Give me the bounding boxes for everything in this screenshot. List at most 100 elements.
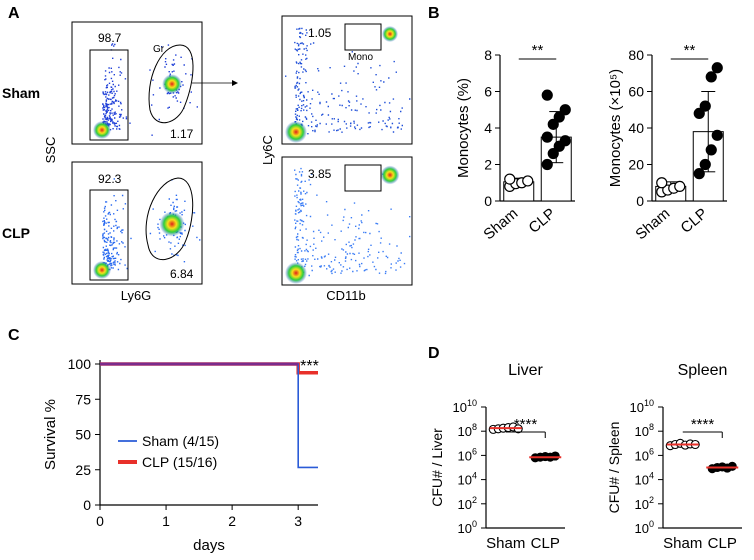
gr-gate-clp [145, 177, 194, 261]
data-point [547, 147, 559, 160]
gate-arrow-head [232, 80, 238, 86]
y-tick-label: 6 [484, 84, 492, 100]
significance-marker: ** [532, 42, 544, 59]
panel-a-letter: A [8, 5, 20, 22]
y-tick-label: 108 [458, 422, 477, 439]
chart-cfu-liver: 100 102 104 106 108 1010 CFU# / Liver Liver Sham… [429, 362, 565, 552]
data-point [541, 131, 553, 143]
flow-hotspot [285, 121, 307, 143]
y-tick-label: 1010 [453, 398, 477, 415]
y-axis-label: Monocytes (%) [455, 78, 472, 178]
x-tick-label: CLP [708, 535, 737, 552]
x-tick-label: CLP [531, 535, 560, 552]
y-tick-label: 8 [484, 47, 492, 63]
panel-c: C 0 25 50 75 100 0 1 2 3 days Survival % *** Sham (4… [8, 327, 319, 554]
ssc-axis-label: SSC [43, 137, 58, 164]
y-tick-label: 60 [628, 84, 644, 100]
data-point [705, 71, 717, 83]
chart-title: Spleen [678, 362, 728, 379]
y-tick-label: 20 [628, 157, 644, 173]
y-tick-label: 4 [484, 120, 492, 136]
flow-hotspot [382, 26, 398, 42]
data-point [674, 180, 686, 192]
data-point [559, 135, 571, 147]
x-tick-label: Sham [486, 535, 525, 552]
data-point [504, 173, 516, 185]
ly6g-neg-gate-clp [89, 189, 129, 281]
y-tick-label: 40 [628, 120, 644, 136]
data-point [693, 107, 705, 120]
y-tick-label: 104 [458, 471, 477, 488]
flow-hotspot [93, 121, 111, 139]
data-point [699, 158, 711, 171]
y-axis-label: CFU# / Liver [429, 428, 445, 507]
mono-gate-sham [344, 23, 382, 51]
data-point [656, 177, 668, 189]
mono-gate-clp [344, 164, 382, 192]
y-tick-label: 106 [635, 446, 654, 463]
gr-gate-sham [148, 44, 194, 124]
y-tick-label: 75 [75, 391, 91, 407]
sham-mono-percent: 1.05 [308, 26, 332, 40]
mono-gate-label: Mono [348, 52, 373, 63]
clp-ly6g-neg-percent: 92.3 [98, 172, 122, 186]
panel-a: A Sham CLP SSC Ly6G Ly6C CD11b 98.7 Gr 1… [2, 5, 413, 303]
data-point [553, 111, 565, 123]
data-point [711, 62, 723, 74]
y-tick-label: 108 [635, 422, 654, 439]
y-tick-label: 104 [635, 471, 654, 488]
panel-c-letter: C [8, 327, 20, 344]
sham-ly6g-neg-percent: 98.7 [98, 31, 122, 45]
x-tick-label: CLP [526, 205, 559, 237]
chart-cfu-spleen: 100 102 104 106 108 1010 CFU# / Spleen Spleen Sh… [606, 362, 742, 552]
data-point [541, 158, 553, 171]
data-point [705, 144, 717, 156]
y-axis-label: CFU# / Spleen [606, 422, 622, 514]
y-tick-label: 102 [458, 495, 477, 512]
survival-line-sham [100, 363, 318, 469]
data-point [522, 175, 534, 187]
data-point [699, 100, 711, 112]
cd11b-axis-label: CD11b [326, 288, 366, 303]
flow-hotspot [159, 211, 185, 237]
x-tick-label: 3 [294, 513, 302, 529]
flow-hotspot [162, 74, 182, 94]
y-axis-label: Monocytes (×10⁵) [607, 69, 624, 187]
y-tick-label: 80 [628, 47, 644, 63]
y-tick-label: 0 [484, 193, 492, 209]
y-tick-label: 102 [635, 495, 654, 512]
significance-marker: **** [691, 416, 715, 433]
data-point [727, 461, 737, 471]
significance-marker: **** [514, 416, 538, 433]
chart-survival: 0 25 50 75 100 0 1 2 3 days Survival % *** Sham (4/1… [42, 356, 319, 554]
y-tick-label: 0 [636, 193, 644, 209]
flow-plots [71, 15, 413, 286]
x-tick-label: 0 [96, 513, 104, 529]
panel-b: B 0 2 4 6 8 Monocytes (%) Sham CLP ** 0 20 40 60 80M… [428, 5, 727, 243]
y-tick-label: 100 [458, 519, 477, 536]
data-point [711, 129, 723, 141]
y-tick-label: 100 [68, 356, 92, 372]
data-point [547, 118, 559, 130]
legend-label-clp: CLP (15/16) [142, 454, 217, 470]
ly6c-axis-label: Ly6C [260, 135, 275, 165]
x-tick-label: Sham [480, 205, 521, 243]
sham-gr-percent: 1.17 [170, 127, 194, 141]
flow-plot-frame [71, 21, 203, 145]
flow-hotspot [285, 262, 307, 284]
data-point [541, 89, 553, 101]
legend-label-sham: Sham (4/15) [142, 433, 219, 449]
significance-marker: *** [300, 358, 319, 375]
row-label-sham: Sham [2, 85, 40, 101]
data-point [693, 168, 705, 180]
x-tick-label: Sham [663, 535, 702, 552]
row-label-clp: CLP [2, 225, 30, 241]
y-tick-label: 1010 [630, 398, 654, 415]
y-tick-label: 106 [458, 446, 477, 463]
y-tick-label: 100 [635, 519, 654, 536]
y-tick-label: 0 [83, 497, 91, 513]
significance-marker: ** [684, 42, 696, 59]
y-tick-label: 2 [484, 157, 492, 173]
panel-b-letter: B [428, 5, 440, 22]
